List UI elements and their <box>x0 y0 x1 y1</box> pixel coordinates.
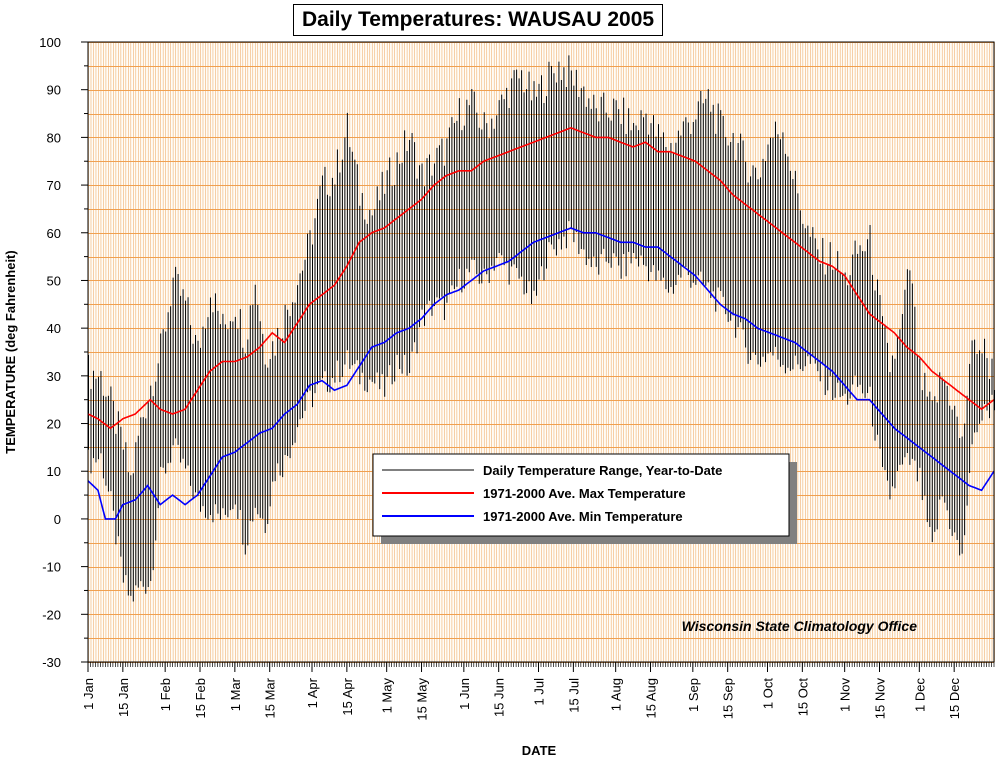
x-axis-label: DATE <box>522 743 557 758</box>
y-tick-label: 30 <box>47 369 61 384</box>
x-tick-label: 15 Jun <box>492 678 507 717</box>
chart-title: Daily Temperatures: WAUSAU 2005 <box>293 4 664 36</box>
x-tick-label: 1 Aug <box>609 678 624 711</box>
x-tick-label: 15 May <box>415 678 430 721</box>
x-tick-label: 1 Jan <box>81 678 96 710</box>
y-tick-label: -30 <box>42 655 61 670</box>
y-tick-label: 20 <box>47 417 61 432</box>
x-tick-label: 1 Feb <box>158 678 173 711</box>
y-tick-label: 0 <box>54 512 61 527</box>
y-tick-label: 70 <box>47 178 61 193</box>
x-tick-label: 15 Mar <box>263 677 278 718</box>
x-tick-label: 1 Apr <box>305 677 320 708</box>
y-tick-label: 80 <box>47 130 61 145</box>
x-tick-label: 15 Sep <box>721 678 736 719</box>
x-tick-label: 15 Jan <box>116 678 131 717</box>
x-tick-label: 1 Jul <box>532 678 547 706</box>
y-tick-label: 10 <box>47 464 61 479</box>
x-tick-label: 1 Mar <box>228 677 243 711</box>
x-tick-label: 1 Nov <box>838 678 853 712</box>
x-tick-label: 1 May <box>380 678 395 714</box>
y-tick-label: -10 <box>42 560 61 575</box>
x-tick-label: 15 Feb <box>193 678 208 718</box>
x-tick-label: 15 Dec <box>947 678 962 720</box>
y-axis: -30 -20 -10 0 10 20 30 40 50 60 70 80 90 100 <box>39 35 88 670</box>
y-tick-label: -20 <box>42 607 61 622</box>
y-tick-label: 100 <box>39 35 61 50</box>
legend-label-range: Daily Temperature Range, Year-to-Date <box>483 463 722 478</box>
ave-min-temperature-line <box>87 227 995 520</box>
y-tick-label: 50 <box>47 273 61 288</box>
legend-label-min: 1971-2000 Ave. Min Temperature <box>483 509 683 524</box>
y-tick-label: 60 <box>47 226 61 241</box>
y-tick-label: 90 <box>47 83 61 98</box>
x-tick-label: 15 Apr <box>340 677 355 715</box>
x-tick-label: 15 Jul <box>566 678 581 713</box>
ave-max-temperature-line <box>87 126 995 430</box>
x-tick-label: 1 Dec <box>912 678 927 712</box>
source-annotation: Wisconsin State Climatology Office <box>682 618 918 634</box>
x-tick-label: 1 Oct <box>761 678 776 709</box>
x-tick-label: 15 Nov <box>873 678 888 720</box>
y-tick-label: 40 <box>47 321 61 336</box>
x-tick-label: 1 Jun <box>457 678 472 710</box>
x-tick-label: 15 Oct <box>795 678 810 717</box>
x-tick-label: 15 Aug <box>644 678 659 719</box>
legend-box <box>372 453 790 537</box>
legend: Daily Temperature Range, Year-to-Date 19… <box>372 453 797 544</box>
x-axis: 1 Jan 15 Jan 1 Feb 15 Feb 1 Mar 15 Mar 1 Apr 15… <box>81 662 995 721</box>
legend-label-max: 1971-2000 Ave. Max Temperature <box>483 486 686 501</box>
x-tick-label: 1 Sep <box>686 678 701 712</box>
y-axis-label: TEMPERATURE (deg Fahrenheit) <box>3 250 18 453</box>
